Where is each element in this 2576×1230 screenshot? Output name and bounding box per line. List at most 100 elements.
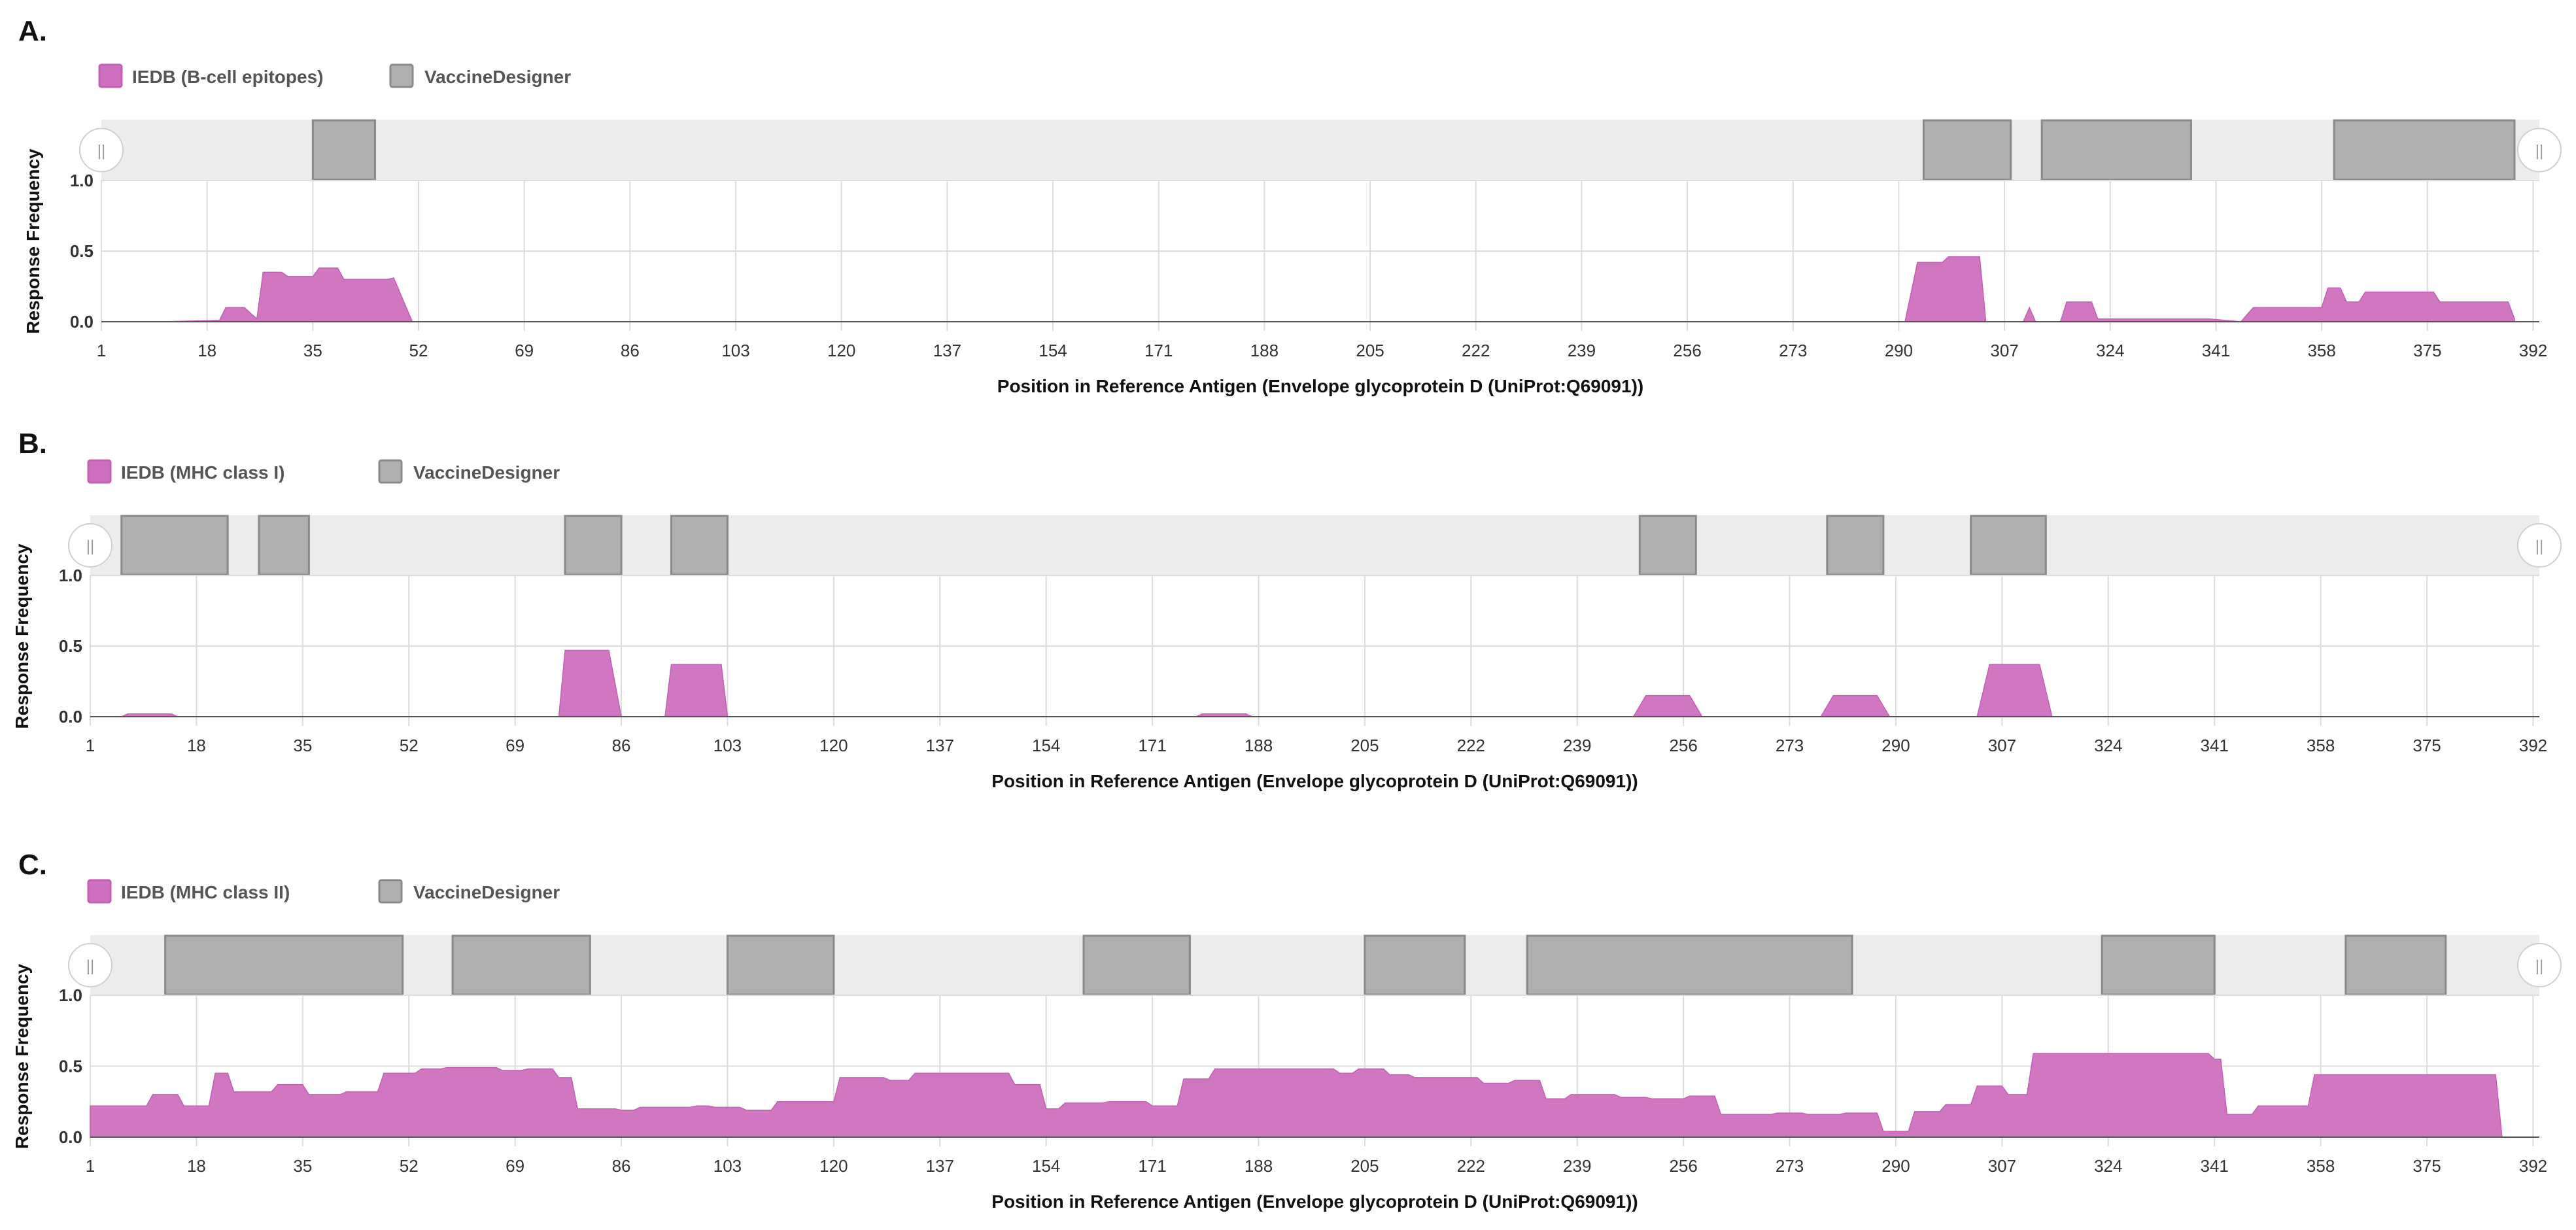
vaccine-region[interactable] [2101, 934, 2216, 996]
handle-grip-icon: || [97, 143, 105, 160]
vaccine-region[interactable] [1638, 515, 1697, 576]
legend-vaccine-swatch[interactable] [378, 459, 403, 484]
navigator-handle-right[interactable]: || [2517, 523, 2562, 568]
vaccine-region[interactable] [726, 934, 835, 996]
x-tick-label: 69 [506, 1156, 524, 1176]
vaccine-region[interactable] [1970, 515, 2047, 576]
y-tick-label: 1.0 [59, 566, 82, 585]
x-tick-label: 273 [1779, 341, 1807, 360]
x-tick-label: 154 [1032, 1156, 1060, 1176]
handle-grip-icon: || [2535, 143, 2543, 160]
vaccine-region[interactable] [164, 934, 404, 996]
y-tick-label: 1.0 [70, 171, 94, 190]
vaccine-region[interactable] [120, 515, 229, 576]
x-tick-label: 307 [1988, 1156, 2016, 1176]
handle-circle[interactable] [68, 523, 112, 568]
vaccine-region[interactable] [1364, 934, 1466, 996]
x-tick-label: 239 [1563, 736, 1591, 755]
legend-epitope-swatch[interactable] [98, 63, 123, 88]
x-tick-label: 239 [1563, 1156, 1591, 1176]
y-axis-title: Response Frequency [23, 148, 43, 334]
y-tick-label: 1.0 [59, 985, 82, 1005]
x-tick-label: 290 [1881, 736, 1910, 755]
handle-circle[interactable] [68, 943, 112, 987]
vaccine-region[interactable] [564, 515, 623, 576]
x-tick-label: 205 [1350, 736, 1379, 755]
legend-vaccine-label: VaccineDesigner [413, 882, 560, 902]
x-tick-label: 273 [1776, 1156, 1804, 1176]
handle-circle[interactable] [2517, 523, 2562, 568]
y-tick-label: 0.0 [70, 312, 94, 332]
x-axis-title: Position in Reference Antigen (Envelope … [991, 1191, 1638, 1212]
x-tick-label: 103 [713, 1156, 742, 1176]
x-tick-label: 358 [2307, 1156, 2335, 1176]
x-tick-label: 239 [1568, 341, 1596, 360]
y-axis-title: Response Frequency [12, 963, 32, 1149]
legend-epitope-swatch[interactable] [87, 459, 112, 484]
x-tick-label: 358 [2307, 736, 2335, 755]
epitope-area-series [90, 1053, 2503, 1138]
x-tick-label: 273 [1776, 736, 1804, 755]
x-tick-label: 341 [2202, 341, 2230, 360]
x-tick-label: 375 [2413, 736, 2441, 755]
x-tick-label: 324 [2094, 1156, 2122, 1176]
y-axis-title: Response Frequency [12, 543, 32, 729]
panel-label: B. [18, 428, 47, 460]
x-tick-label: 375 [2413, 1156, 2441, 1176]
panel-label: C. [18, 849, 47, 881]
x-tick-label: 86 [612, 736, 631, 755]
x-tick-label: 341 [2201, 736, 2229, 755]
x-tick-label: 154 [1039, 341, 1067, 360]
x-tick-label: 188 [1245, 736, 1273, 755]
x-tick-label: 52 [409, 341, 428, 360]
x-tick-label: 35 [293, 1156, 312, 1176]
vaccine-region[interactable] [311, 119, 376, 181]
vaccine-region[interactable] [2040, 119, 2192, 181]
y-tick-label: 0.5 [70, 241, 94, 261]
vaccine-region[interactable] [1082, 934, 1191, 996]
vaccine-region[interactable] [258, 515, 310, 576]
panel-label: A. [18, 15, 47, 47]
handle-circle[interactable] [79, 128, 124, 173]
x-axis-title: Position in Reference Antigen (Envelope … [997, 376, 1643, 396]
x-tick-label: 222 [1457, 1156, 1485, 1176]
x-tick-label: 86 [621, 341, 640, 360]
x-tick-label: 290 [1885, 341, 1913, 360]
navigator-handle-right[interactable]: || [2517, 128, 2562, 173]
x-tick-label: 137 [933, 341, 961, 360]
vaccine-region[interactable] [2333, 119, 2516, 181]
x-tick-label: 69 [515, 341, 534, 360]
vaccine-region[interactable] [1922, 119, 2012, 181]
x-tick-label: 35 [293, 736, 312, 755]
x-tick-label: 18 [187, 736, 206, 755]
x-tick-label: 171 [1138, 1156, 1166, 1176]
vaccine-region[interactable] [451, 934, 591, 996]
x-tick-label: 256 [1669, 736, 1697, 755]
vaccine-region[interactable] [1526, 934, 1853, 996]
x-tick-label: 256 [1673, 341, 1701, 360]
x-tick-label: 171 [1144, 341, 1173, 360]
x-tick-label: 52 [400, 736, 419, 755]
navigator-handle-left[interactable]: || [79, 128, 124, 173]
x-tick-label: 375 [2413, 341, 2441, 360]
vaccine-region[interactable] [1826, 515, 1885, 576]
handle-circle[interactable] [2517, 128, 2562, 173]
legend-vaccine-swatch[interactable] [389, 63, 414, 88]
x-tick-label: 1 [86, 736, 95, 755]
panel-b: B. IEDB (MHC class I) VaccineDesigner || || 0… [12, 428, 2562, 791]
y-tick-label: 0.0 [59, 707, 82, 726]
navigator-handle-left[interactable]: || [68, 523, 112, 568]
vaccine-region[interactable] [2344, 934, 2447, 996]
navigator-handle-right[interactable]: || [2517, 943, 2562, 987]
x-tick-label: 358 [2307, 341, 2335, 360]
navigator-handle-left[interactable]: || [68, 943, 112, 987]
epitope-area-series [163, 256, 2515, 322]
handle-circle[interactable] [2517, 943, 2562, 987]
x-tick-label: 290 [1881, 1156, 1910, 1176]
vaccine-region[interactable] [670, 515, 729, 576]
x-tick-label: 1 [97, 341, 106, 360]
legend-vaccine-swatch[interactable] [378, 879, 403, 904]
navigator-track[interactable] [90, 515, 2539, 575]
legend-epitope-swatch[interactable] [87, 879, 112, 904]
x-tick-label: 35 [303, 341, 322, 360]
